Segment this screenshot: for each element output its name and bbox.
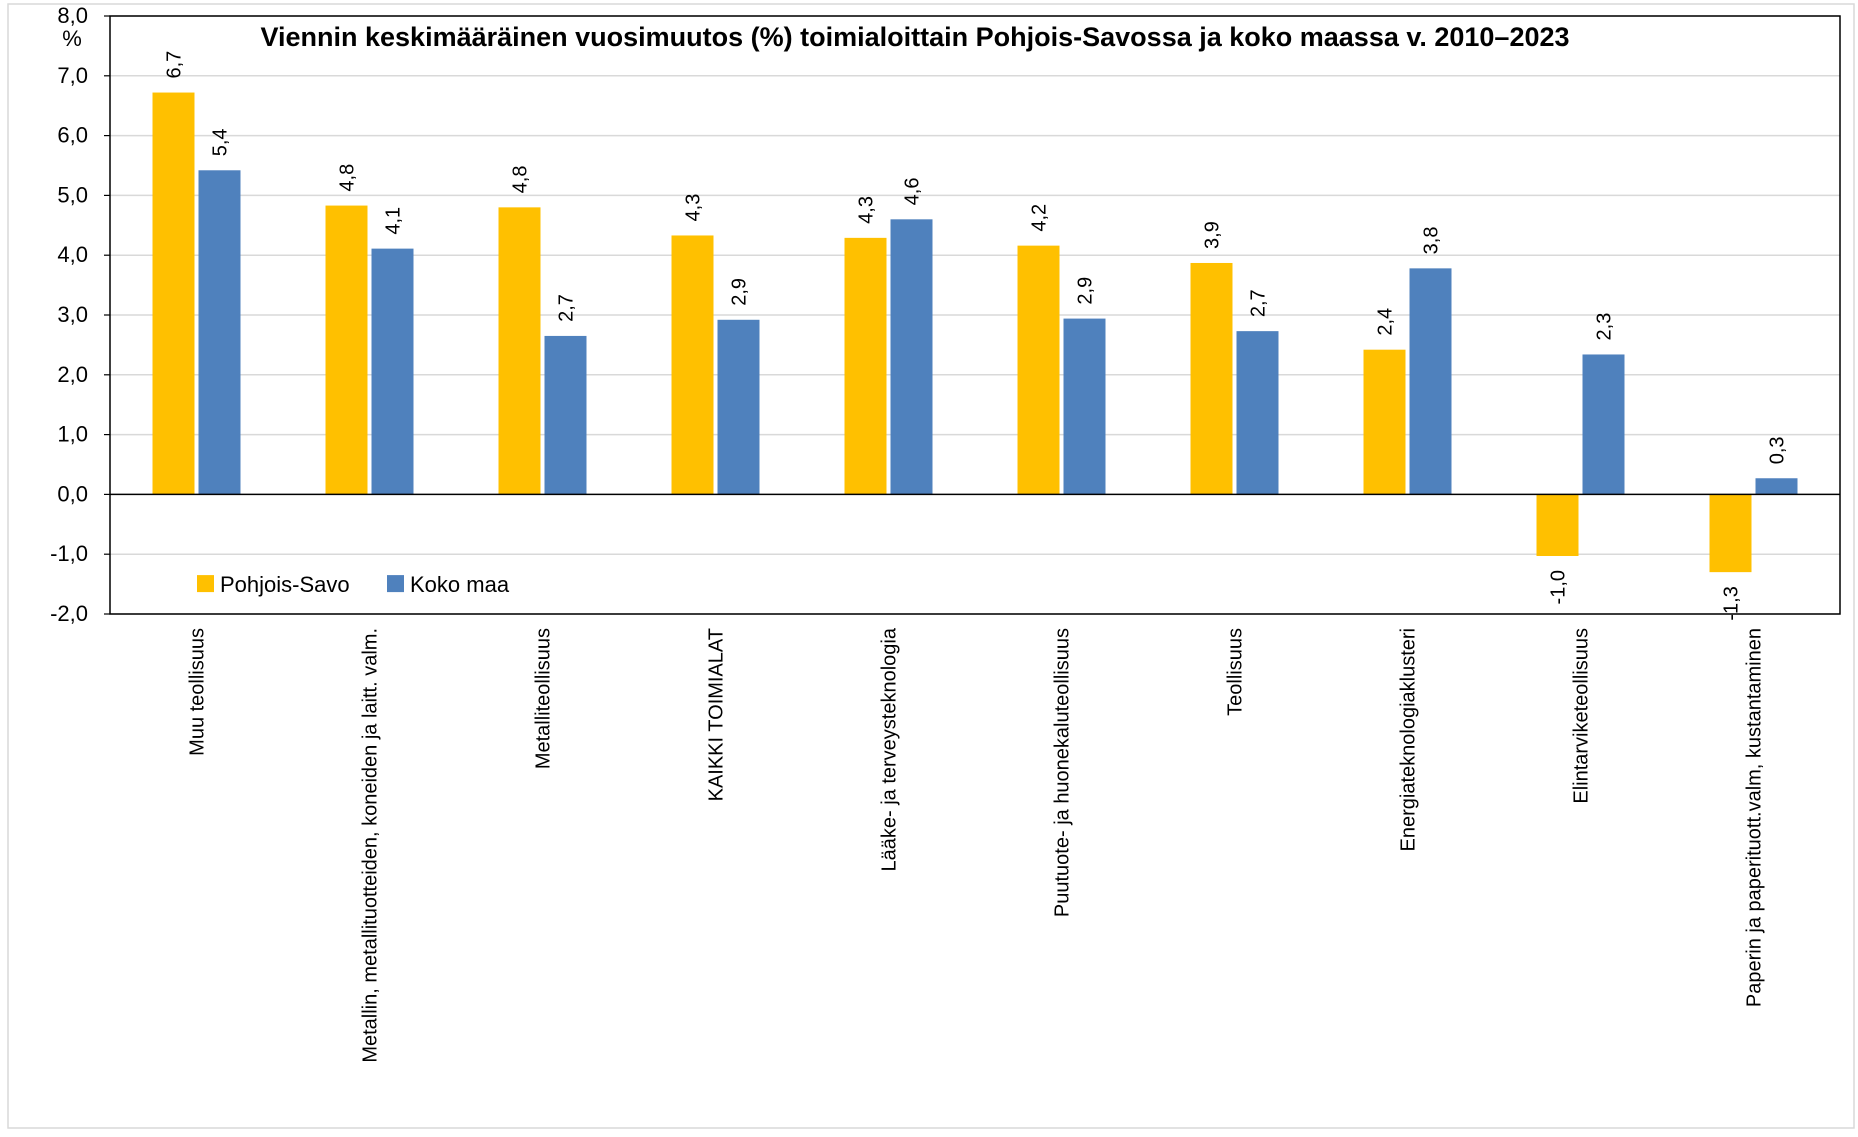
bar-pohjois-savo bbox=[1536, 494, 1579, 556]
y-tick-label: 5,0 bbox=[57, 182, 88, 207]
bar-koko-maa bbox=[890, 219, 933, 495]
x-category-label: KAIKKI TOIMIALAT bbox=[706, 628, 728, 801]
bar-pohjois-savo bbox=[1709, 494, 1752, 573]
axes: -2,0 -1,0 0,0 1,0 2,0 3,0 4,0 5,0 6,0 7,0 8,0 Muu t… bbox=[50, 3, 1841, 1063]
data-label: 4,1 bbox=[383, 207, 405, 235]
x-category-label: Muu teollisuus bbox=[187, 628, 209, 756]
bar-pohjois-savo bbox=[1190, 262, 1233, 495]
x-category-label: Elintarviketeollisuus bbox=[1571, 628, 1593, 804]
x-category-label: Puutuote- ja huonekaluteollisuus bbox=[1052, 628, 1074, 917]
y-tick-label: 1,0 bbox=[57, 422, 88, 447]
data-label: 2,9 bbox=[729, 278, 751, 306]
data-label: 4,8 bbox=[337, 164, 359, 192]
bar-pohjois-savo bbox=[844, 237, 887, 495]
data-label: 2,7 bbox=[1248, 289, 1270, 317]
data-label: 4,8 bbox=[510, 166, 532, 194]
data-label: 5,4 bbox=[210, 128, 232, 156]
legend: Pohjois-Savo Koko maa bbox=[197, 572, 510, 597]
bar-pohjois-savo bbox=[325, 205, 368, 495]
chart-area-border bbox=[7, 3, 1855, 1129]
data-label: 2,3 bbox=[1594, 313, 1616, 341]
plot-frame bbox=[109, 15, 1841, 615]
y-tick-label: 0,0 bbox=[57, 481, 88, 506]
data-label: 0,3 bbox=[1767, 436, 1789, 464]
y-tick-label: 2,0 bbox=[57, 362, 88, 387]
bar-pohjois-savo bbox=[671, 235, 714, 495]
data-label: -1,3 bbox=[1721, 586, 1743, 620]
y-tick-label: 8,0 bbox=[57, 3, 88, 28]
bar-pohjois-savo bbox=[1017, 245, 1060, 495]
x-category-label: Metalliteollisuus bbox=[533, 628, 555, 769]
y-axis-unit-label: % bbox=[62, 26, 82, 51]
y-tick-label: 3,0 bbox=[57, 302, 88, 327]
data-label: 2,4 bbox=[1375, 308, 1397, 336]
data-label: 4,2 bbox=[1029, 204, 1051, 232]
x-category-label: Metallin, metallituotteiden, koneiden ja… bbox=[360, 628, 382, 1063]
y-tick-label: -2,0 bbox=[50, 601, 88, 626]
legend-swatch bbox=[387, 575, 404, 593]
legend-swatch bbox=[197, 575, 214, 593]
bar-koko-maa bbox=[544, 335, 587, 495]
data-label: 4,3 bbox=[856, 196, 878, 224]
bar-koko-maa bbox=[1063, 318, 1106, 495]
bar-koko-maa bbox=[1582, 354, 1625, 495]
bar-koko-maa bbox=[717, 319, 760, 495]
data-label: -1,0 bbox=[1548, 570, 1570, 604]
y-tick-label: 6,0 bbox=[57, 123, 88, 148]
data-label: 2,9 bbox=[1075, 277, 1097, 305]
y-tick-label: 7,0 bbox=[57, 63, 88, 88]
bar-pohjois-savo bbox=[498, 207, 541, 495]
bar-koko-maa bbox=[1755, 478, 1798, 495]
data-label: 3,8 bbox=[1421, 227, 1443, 255]
bar-pohjois-savo bbox=[1363, 349, 1406, 495]
x-category-label: Lääke- ja terveysteknologia bbox=[879, 627, 901, 871]
data-label: 2,7 bbox=[556, 294, 578, 322]
bar-koko-maa bbox=[198, 170, 241, 495]
bar-pohjois-savo bbox=[152, 92, 195, 495]
bar-koko-maa bbox=[1236, 331, 1279, 495]
bars: 6,7 4,8 4,8 4,3 4,3 4,2 3,9 2,4 -1,0 -1,3 5,4 4,1 2,… bbox=[152, 51, 1798, 621]
bar-koko-maa bbox=[1409, 268, 1452, 495]
legend-label: Pohjois-Savo bbox=[220, 572, 350, 597]
x-category-label: Paperin ja paperituott.valm, kustantamin… bbox=[1744, 628, 1766, 1007]
legend-label: Koko maa bbox=[410, 572, 510, 597]
data-label: 3,9 bbox=[1202, 221, 1224, 249]
x-category-label: Teollisuus bbox=[1225, 628, 1247, 716]
y-tick-label: -1,0 bbox=[50, 541, 88, 566]
data-label: 6,7 bbox=[164, 51, 186, 79]
y-tick-label: 4,0 bbox=[57, 242, 88, 267]
bar-koko-maa bbox=[371, 248, 414, 495]
x-category-label: Energiateknologiaklusteri bbox=[1398, 628, 1420, 851]
data-label: 4,3 bbox=[683, 194, 705, 222]
chart-title: Viennin keskimääräinen vuosimuutos (%) t… bbox=[260, 22, 1569, 52]
data-label: 4,6 bbox=[902, 178, 924, 206]
